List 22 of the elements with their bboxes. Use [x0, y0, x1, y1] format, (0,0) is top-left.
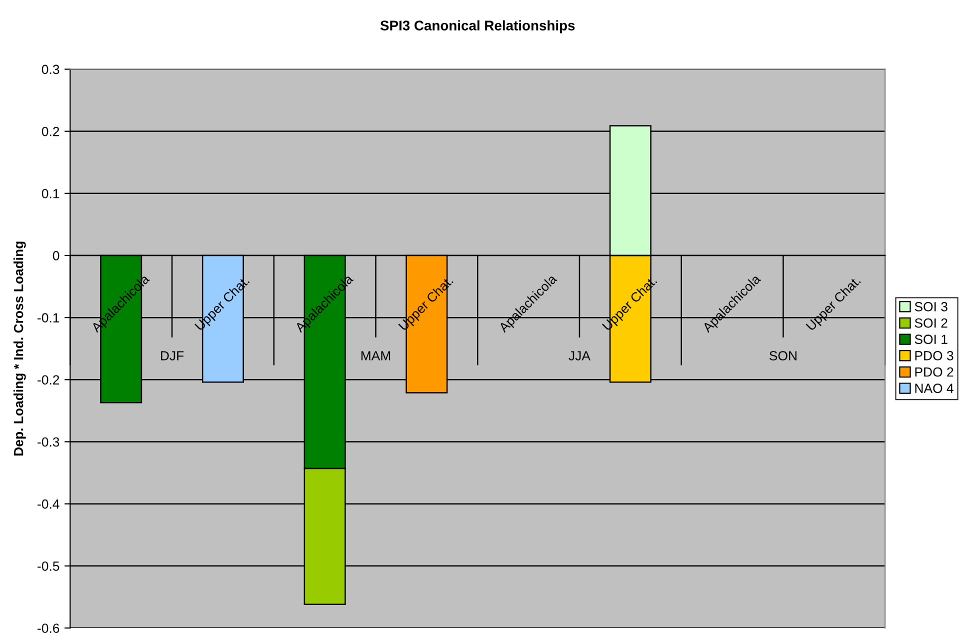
- legend-label: SOI 3: [914, 302, 948, 312]
- y-tick-label: -0.2: [38, 375, 60, 385]
- annotation: SON: [770, 351, 796, 360]
- y-tick-label: 0.3: [42, 64, 60, 74]
- y-tick-label: -0.6: [38, 624, 60, 633]
- y-tick-label: 0.1: [42, 188, 60, 198]
- y-tick-label: -0.1: [38, 313, 60, 322]
- annotation: MAM: [361, 351, 390, 360]
- y-tick-label: 0.2: [42, 126, 60, 136]
- annotation: JJA: [568, 351, 590, 360]
- legend-label: SOI 1: [914, 334, 948, 344]
- y-tick-label: 0: [52, 251, 60, 260]
- legend-label: NAO 4: [915, 384, 954, 394]
- chart-title: SPI3 Canonical Relationships: [380, 20, 575, 34]
- y-tick-label: -0.4: [38, 499, 60, 509]
- legend-label: PDO 2: [915, 367, 954, 377]
- y-axis-title: Dep. Loading * Ind. Cross Loading: [14, 242, 26, 456]
- annotation: DJF: [161, 351, 184, 360]
- legend-label: SOI 2: [914, 318, 948, 328]
- legend-label: PDO 3: [915, 351, 954, 360]
- y-tick-label: -0.3: [38, 437, 60, 447]
- y-tick-label: -0.5: [38, 561, 60, 571]
